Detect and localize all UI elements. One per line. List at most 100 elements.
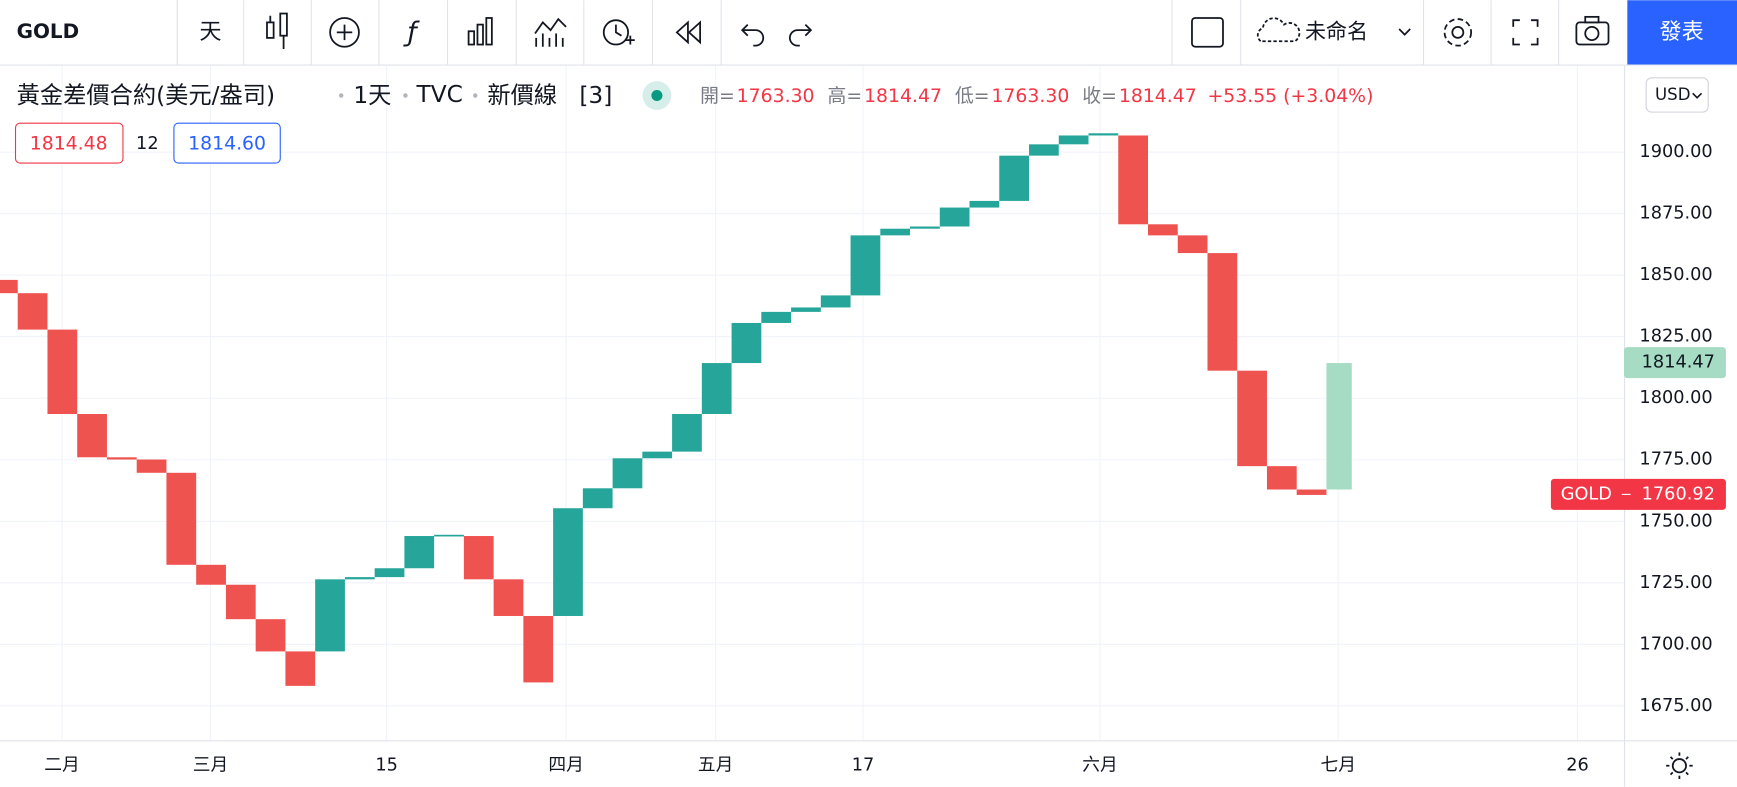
- legend: 黃金差價合約(美元/盎司) 1天 TVC 新價線 [3]: [17, 81, 613, 109]
- x-tick-label: 六月: [1082, 755, 1117, 776]
- brick: [255, 619, 286, 652]
- ask[interactable]: 1814.60: [188, 134, 266, 155]
- brick: [344, 577, 375, 580]
- alert-icon[interactable]: [602, 19, 635, 46]
- separators: [176, 0, 1560, 65]
- brick: [553, 508, 583, 616]
- y-tick-label: 1750.00: [1639, 511, 1712, 531]
- market-status-dot: [651, 89, 663, 102]
- layout-name[interactable]: 未命名: [1305, 18, 1368, 43]
- bid[interactable]: 1814.48: [30, 134, 108, 155]
- strategy-icon[interactable]: [534, 17, 567, 47]
- legend-style: 新價線: [487, 82, 557, 109]
- brick: [642, 451, 673, 459]
- y-tick-label: 1875.00: [1639, 204, 1712, 224]
- x-tick-label: 26: [1566, 756, 1589, 776]
- templates-icon[interactable]: [467, 17, 493, 46]
- currency[interactable]: USD: [1655, 85, 1690, 104]
- dot: [338, 93, 344, 98]
- grid: [0, 65, 1625, 741]
- low-value: 1763.30: [991, 86, 1069, 107]
- symbol-name: 黃金差價合約(美元/盎司): [17, 82, 275, 109]
- brick: [463, 536, 494, 580]
- y-tick-label: 1850.00: [1639, 265, 1712, 285]
- open-value: 1763.30: [737, 86, 815, 107]
- undo-icon[interactable]: [740, 23, 765, 47]
- y-tick-label: 1900.00: [1639, 142, 1712, 162]
- interval-button[interactable]: 天: [199, 19, 221, 45]
- brick: [1029, 144, 1059, 156]
- brick: [17, 293, 48, 330]
- buy-button[interactable]: [173, 122, 281, 164]
- brick: [880, 228, 911, 236]
- x-tick-label: 15: [375, 756, 398, 776]
- brick: [0, 279, 18, 294]
- price-tag-bg: [1550, 478, 1726, 510]
- y-tick-label: 1800.00: [1639, 388, 1712, 408]
- brick: [225, 584, 256, 620]
- brick: [1088, 133, 1119, 136]
- currency-button[interactable]: [1645, 77, 1709, 113]
- y-tick-label: 1825.00: [1639, 327, 1712, 347]
- y-tick-label: 1675.00: [1639, 696, 1712, 716]
- price-tag-bg: [1624, 347, 1726, 379]
- publish-label[interactable]: 發表: [1659, 19, 1703, 45]
- legend-interval: 1天: [353, 82, 391, 109]
- price-tag-value: 1760.92: [1642, 484, 1715, 504]
- symbol-button[interactable]: GOLD: [17, 19, 80, 43]
- y-tick-label: 1775.00: [1639, 450, 1712, 470]
- replay-icon[interactable]: [675, 20, 702, 45]
- fullscreen-icon[interactable]: [1512, 19, 1539, 46]
- brick: [136, 459, 167, 473]
- change-value: +53.55 (+3.04%): [1207, 86, 1373, 107]
- brick: [582, 488, 613, 509]
- sell-button[interactable]: [14, 122, 124, 164]
- brick: [910, 226, 940, 229]
- publish-button[interactable]: [1627, 0, 1737, 65]
- indicators-icon[interactable]: ƒ: [402, 17, 420, 48]
- brick: [939, 207, 970, 227]
- dropdown-icon[interactable]: [1398, 28, 1411, 36]
- brick: [77, 413, 107, 458]
- price-tag: 1814.47: [1624, 347, 1726, 379]
- brick: [701, 363, 732, 414]
- brick: [374, 568, 405, 578]
- brick: [1058, 135, 1089, 145]
- redo-icon[interactable]: [789, 23, 813, 47]
- y-tick-label: 1725.00: [1639, 573, 1712, 593]
- pending-brick: [1326, 363, 1352, 490]
- brick: [1177, 235, 1208, 254]
- brick: [315, 579, 345, 652]
- brick: [285, 651, 316, 686]
- axis-settings-icon[interactable]: [1666, 752, 1693, 780]
- brick: [1266, 466, 1297, 490]
- axes: 二月 三月 15 四月 五月 17 六月 七月 26 1675.00 1700.00 1725.00 1…: [44, 142, 1726, 776]
- brick: [493, 579, 524, 616]
- brick: [1237, 370, 1267, 467]
- layout-icon[interactable]: [1191, 17, 1224, 48]
- x-tick-label: 五月: [698, 756, 733, 776]
- brick: [404, 536, 435, 569]
- brick: [820, 295, 851, 308]
- chart-type-icon[interactable]: [266, 12, 288, 49]
- low-label: 低=: [955, 85, 990, 107]
- ohlc: 開= 1763.30 高= 1814.47 低= 1763.30 收= 1814…: [700, 85, 1373, 107]
- brick: [850, 235, 881, 296]
- brick: [969, 200, 1000, 208]
- brick: [731, 322, 762, 364]
- currency-caret: [1692, 92, 1703, 99]
- snapshot-icon[interactable]: [1575, 15, 1610, 46]
- brick: [1207, 253, 1238, 371]
- brick: [612, 458, 643, 489]
- compare-icon[interactable]: [329, 17, 360, 48]
- price-tag-value: 1814.47: [1642, 353, 1715, 373]
- brick: [999, 155, 1030, 201]
- x-tick-label: 四月: [548, 756, 583, 776]
- dot: [403, 93, 408, 98]
- brick: [761, 311, 792, 323]
- brick: [1296, 489, 1327, 495]
- close-label: 收=: [1082, 85, 1117, 107]
- settings-icon[interactable]: [1443, 18, 1473, 47]
